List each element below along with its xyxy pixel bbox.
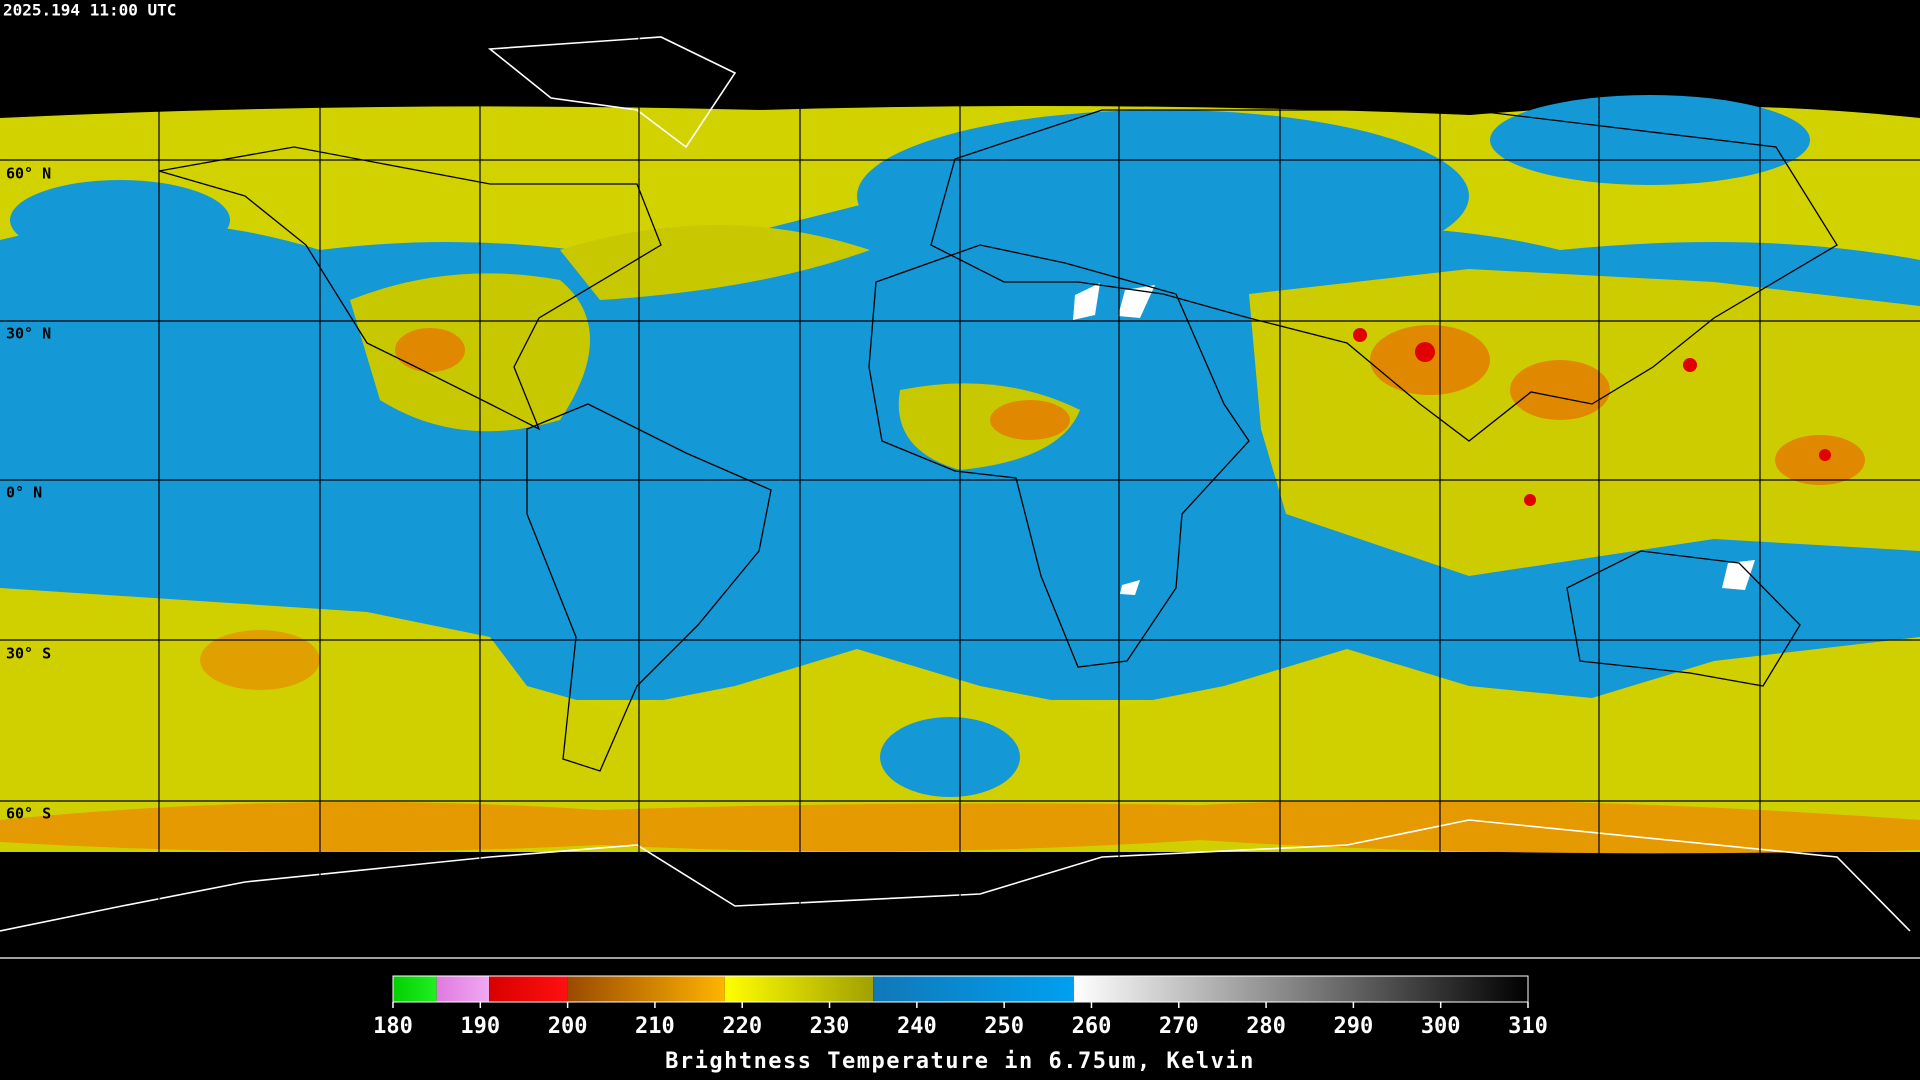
- coastline: [930, 109, 1838, 442]
- dry-air-region: [857, 110, 1469, 282]
- latitude-label: 60° N: [6, 165, 51, 183]
- coastline: [158, 146, 662, 431]
- colorbar-tick-label: 290: [1334, 1014, 1374, 1039]
- latitude-label: 30° N: [6, 325, 51, 343]
- warm-region: [1073, 283, 1755, 595]
- colorbar-title: Brightness Temperature in 6.75um, Kelvin: [665, 1049, 1255, 1074]
- colorbar-tick-label: 210: [635, 1014, 675, 1039]
- deep-convection: [1415, 342, 1435, 362]
- deep-convection: [1819, 449, 1831, 461]
- coastline: [487, 36, 737, 149]
- coastline: [0, 819, 1911, 932]
- colorbar-segment: [873, 976, 1074, 1002]
- colorbar-segment: [1074, 976, 1528, 1002]
- colorbar-tick-label: 220: [722, 1014, 762, 1039]
- colorbar-tick-label: 230: [810, 1014, 850, 1039]
- latitude-label: 30° S: [6, 645, 51, 663]
- dry-air-region: [880, 717, 1020, 797]
- graticule: [0, 957, 1920, 959]
- latitude-labels: 60° N 30° N 0° N 30° S 60° S: [6, 165, 51, 823]
- colorbar-tick-label: 280: [1246, 1014, 1286, 1039]
- cold-region: [1775, 435, 1865, 485]
- colorbar-tick-label: 240: [897, 1014, 937, 1039]
- colorbar-segment: [724, 976, 874, 1002]
- coastline: [526, 403, 772, 772]
- colorbar-tick-label: 270: [1159, 1014, 1199, 1039]
- coastline: [1566, 550, 1801, 687]
- moist-region: [1249, 269, 1920, 576]
- dry-air-region: [1490, 95, 1810, 185]
- deep-convection: [1524, 494, 1536, 506]
- timestamp: 2025.194 11:00 UTC: [3, 1, 176, 20]
- latitude-label: 60° S: [6, 805, 51, 823]
- colorbar: 180 190 200 210 220 230 240 250 260 270 280 290 300 3…: [373, 975, 1548, 1039]
- moist-region: [350, 273, 590, 432]
- colorbar-tick-label: 190: [460, 1014, 500, 1039]
- dry-air-region: [10, 180, 230, 260]
- cold-region: [990, 400, 1070, 440]
- colorbar-tick-label: 200: [548, 1014, 588, 1039]
- colorbar-tick-label: 260: [1072, 1014, 1112, 1039]
- colorbar-tick-label: 300: [1421, 1014, 1461, 1039]
- latitude-label: 0° N: [6, 484, 42, 502]
- colorbar-segment: [489, 976, 568, 1002]
- deep-convection: [1353, 328, 1367, 342]
- cold-region: [395, 328, 465, 372]
- coastlines: [0, 36, 1911, 932]
- colorbar-border: [392, 975, 1529, 1003]
- moist-region: [560, 225, 870, 300]
- deep-convection: [1683, 358, 1697, 372]
- colorbar-tick-label: 250: [984, 1014, 1024, 1039]
- colorbar-segment: [567, 976, 725, 1002]
- coastline: [868, 244, 1250, 668]
- colorbar-segment: [436, 976, 490, 1002]
- colorbar-tick-label: 180: [373, 1014, 413, 1039]
- cold-region: [200, 630, 320, 690]
- colorbar-tick-label: 310: [1508, 1014, 1548, 1039]
- cold-region: [1510, 360, 1610, 420]
- colorbar-segment: [393, 976, 437, 1002]
